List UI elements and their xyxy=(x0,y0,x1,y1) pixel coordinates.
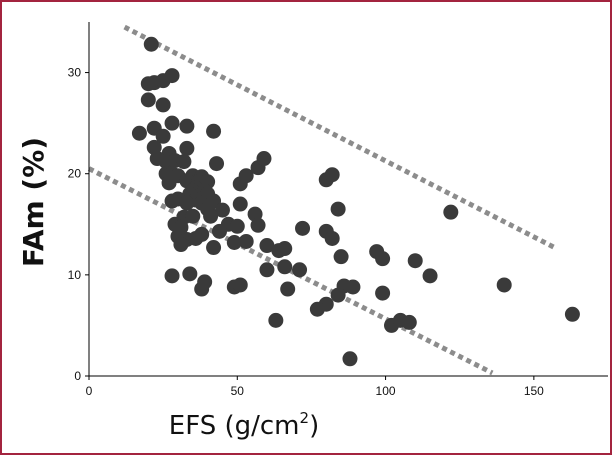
data-point xyxy=(176,154,192,170)
data-point xyxy=(324,167,340,183)
data-point xyxy=(182,266,198,282)
data-point xyxy=(564,306,580,322)
data-point xyxy=(179,140,195,156)
data-point xyxy=(214,202,230,218)
data-point xyxy=(238,168,254,184)
data-point xyxy=(268,312,284,328)
data-point xyxy=(206,240,222,256)
data-point xyxy=(143,36,159,52)
data-point xyxy=(131,125,147,141)
data-point xyxy=(232,277,248,293)
y-tick-label: 10 xyxy=(68,268,82,282)
data-point xyxy=(324,230,340,246)
x-tick-label: 50 xyxy=(231,384,245,398)
data-point xyxy=(309,301,325,317)
data-point xyxy=(330,201,346,217)
data-point xyxy=(164,268,180,284)
x-axis-title: EFS (g/cm2) xyxy=(169,409,319,441)
data-point xyxy=(238,233,254,249)
tick-labels: 0 10 20 30 0 50 100 150 xyxy=(68,66,545,398)
data-point xyxy=(164,68,180,84)
data-point xyxy=(232,196,248,212)
data-point xyxy=(188,230,204,246)
data-point xyxy=(295,220,311,236)
x-tick-label: 0 xyxy=(86,384,93,398)
data-point xyxy=(407,253,423,269)
data-point xyxy=(197,274,213,290)
data-point xyxy=(155,97,171,113)
data-point xyxy=(206,123,222,139)
data-point xyxy=(422,268,438,284)
data-point xyxy=(443,204,459,220)
data-point xyxy=(155,128,171,144)
data-point xyxy=(179,195,195,211)
data-points xyxy=(131,36,580,367)
data-point xyxy=(140,92,156,108)
data-point xyxy=(211,223,227,239)
axes xyxy=(85,22,608,380)
data-point xyxy=(226,234,242,250)
x-tick-label: 150 xyxy=(524,384,544,398)
data-point xyxy=(173,237,189,253)
data-point xyxy=(277,259,293,275)
data-point xyxy=(164,115,180,131)
data-point xyxy=(161,175,177,191)
data-point xyxy=(164,193,180,209)
data-point xyxy=(209,156,225,172)
data-point xyxy=(375,285,391,301)
data-point xyxy=(401,314,417,330)
x-tick-label: 100 xyxy=(376,384,396,398)
data-point xyxy=(277,241,293,257)
data-point xyxy=(345,279,361,295)
y-tick-label: 20 xyxy=(68,167,82,181)
data-point xyxy=(292,262,308,278)
data-point xyxy=(256,151,272,167)
data-point xyxy=(280,281,296,297)
data-point xyxy=(229,218,245,234)
data-point xyxy=(203,208,219,224)
data-point xyxy=(185,208,201,224)
data-point xyxy=(259,238,275,254)
data-point xyxy=(259,262,275,278)
data-point xyxy=(342,351,358,367)
data-point xyxy=(179,118,195,134)
data-point xyxy=(333,249,349,265)
data-point xyxy=(496,277,512,293)
y-tick-label: 30 xyxy=(68,66,82,80)
data-point xyxy=(330,287,346,303)
data-point xyxy=(250,217,266,233)
y-axis-title: FAm (%) xyxy=(17,137,50,267)
y-tick-label: 0 xyxy=(74,369,81,383)
data-point xyxy=(375,251,391,267)
